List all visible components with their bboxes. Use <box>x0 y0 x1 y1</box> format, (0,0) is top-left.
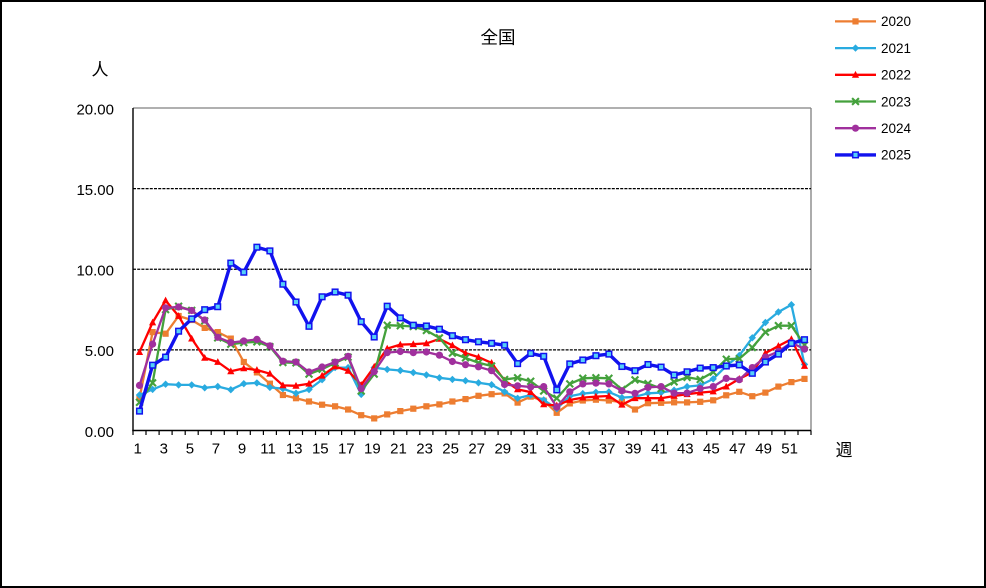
svg-text:2023: 2023 <box>881 94 911 109</box>
svg-text:10.00: 10.00 <box>76 263 114 280</box>
svg-text:5: 5 <box>186 441 194 458</box>
svg-text:15.00: 15.00 <box>76 182 114 199</box>
svg-text:2024: 2024 <box>881 121 912 136</box>
svg-text:43: 43 <box>677 441 694 458</box>
svg-text:23: 23 <box>416 441 433 458</box>
svg-text:全国: 全国 <box>481 28 516 48</box>
svg-text:2025: 2025 <box>881 148 911 163</box>
svg-text:15: 15 <box>312 441 329 458</box>
svg-text:0.00: 0.00 <box>85 424 114 441</box>
svg-text:3: 3 <box>160 441 168 458</box>
svg-text:2021: 2021 <box>881 41 911 56</box>
svg-text:1: 1 <box>134 441 142 458</box>
svg-text:35: 35 <box>573 441 590 458</box>
svg-text:29: 29 <box>494 441 511 458</box>
svg-text:51: 51 <box>781 441 798 458</box>
svg-text:31: 31 <box>521 441 538 458</box>
svg-text:20.00: 20.00 <box>76 101 114 118</box>
svg-text:27: 27 <box>468 441 485 458</box>
svg-text:5.00: 5.00 <box>85 343 114 360</box>
svg-text:19: 19 <box>364 441 381 458</box>
svg-text:人: 人 <box>92 61 109 80</box>
svg-text:37: 37 <box>599 441 616 458</box>
svg-text:47: 47 <box>729 441 746 458</box>
svg-text:13: 13 <box>286 441 303 458</box>
svg-text:25: 25 <box>442 441 459 458</box>
svg-text:2022: 2022 <box>881 68 911 83</box>
svg-text:11: 11 <box>260 441 276 458</box>
svg-text:17: 17 <box>338 441 355 458</box>
svg-text:41: 41 <box>651 441 668 458</box>
svg-text:39: 39 <box>625 441 642 458</box>
svg-text:49: 49 <box>755 441 772 458</box>
svg-text:7: 7 <box>212 441 220 458</box>
svg-text:45: 45 <box>703 441 720 458</box>
svg-text:週: 週 <box>836 441 853 460</box>
svg-text:21: 21 <box>390 441 407 458</box>
svg-text:33: 33 <box>547 441 564 458</box>
svg-text:2020: 2020 <box>881 14 911 29</box>
svg-text:9: 9 <box>238 441 246 458</box>
